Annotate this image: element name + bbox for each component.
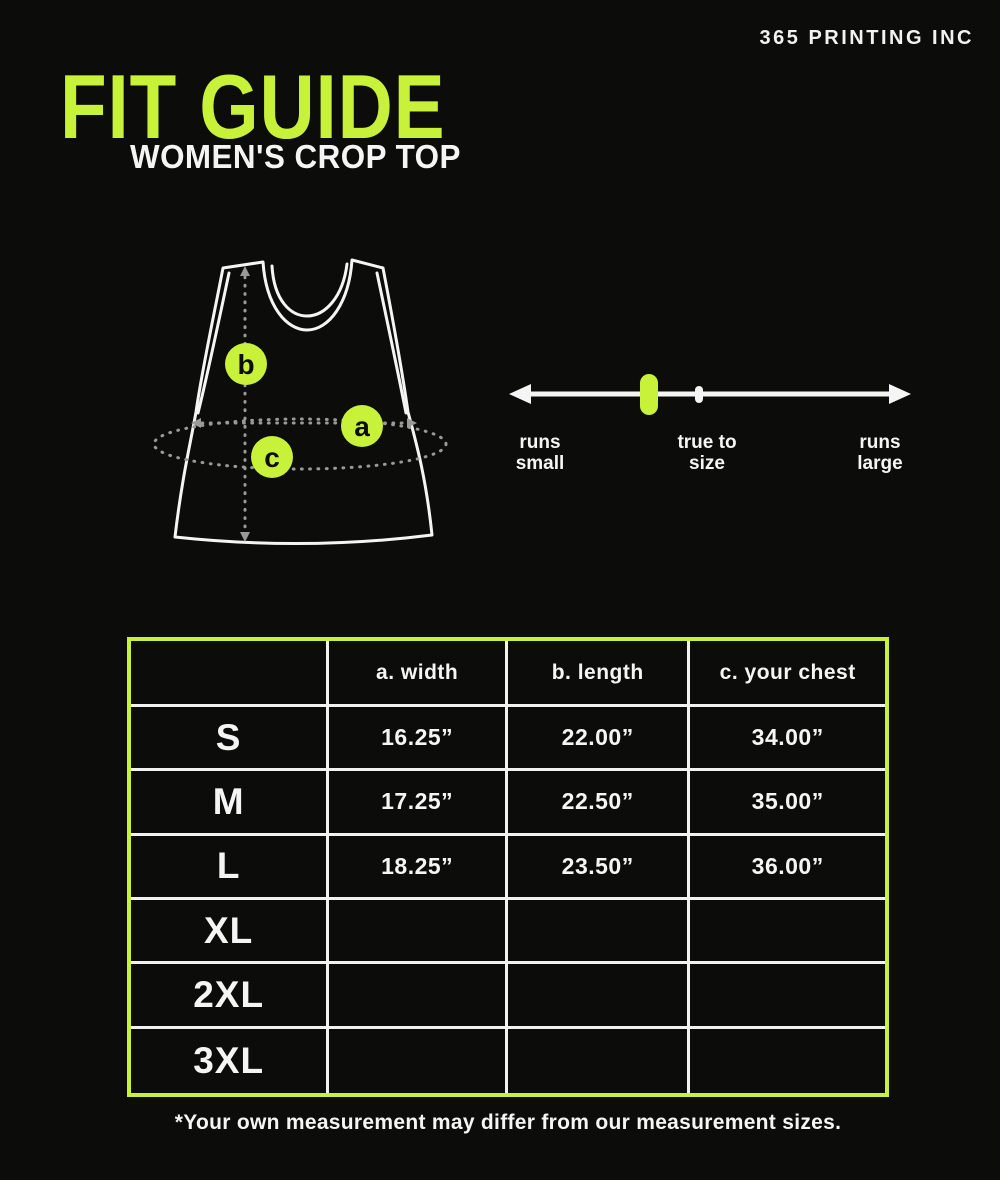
marker-a-label: a — [354, 411, 370, 442]
scale-label-runs-large: runs large — [835, 432, 925, 474]
fit-indicator-pill — [640, 374, 658, 415]
label-line: small — [515, 453, 565, 474]
header-chest: c. your chest — [690, 641, 885, 707]
length-3xl — [508, 1028, 691, 1093]
chest-m: 35.00” — [690, 771, 885, 836]
header-width: a. width — [329, 641, 508, 707]
width-l: 18.25” — [329, 835, 508, 900]
width-m: 17.25” — [329, 771, 508, 836]
length-2xl — [507, 964, 691, 1029]
marker-b-circle — [225, 343, 267, 385]
header-blank — [131, 641, 330, 707]
measurement-disclaimer: *Your own measurement may differ from ou… — [174, 1111, 842, 1134]
marker-c-label: c — [264, 442, 280, 473]
measure-arrowheads — [191, 266, 417, 542]
arrow-up-icon — [240, 266, 250, 276]
width-3xl — [329, 1028, 508, 1093]
length-l: 23.50” — [507, 835, 691, 900]
length-m: 22.50” — [507, 771, 691, 836]
size-label-s: S — [131, 707, 330, 772]
size-label-3xl: 3XL — [131, 1028, 330, 1093]
chest-s: 34.00” — [690, 707, 885, 772]
label-line: size — [689, 453, 725, 474]
scale-label-true-to-size: true to size — [662, 432, 752, 474]
size-label-l: L — [131, 835, 330, 900]
arrow-left-icon — [191, 418, 201, 428]
measurement-guides — [152, 275, 448, 533]
page-subtitle: WOMEN'S CROP TOP — [130, 138, 461, 175]
label-line: runs — [519, 432, 561, 453]
shirt-outline-icon — [173, 258, 434, 546]
width-s: 16.25” — [329, 707, 508, 772]
chest-xl — [690, 900, 885, 965]
width-2xl — [329, 964, 508, 1029]
arrow-down-icon — [240, 532, 250, 542]
scale-arrow-left-icon — [509, 384, 531, 404]
length-xl — [507, 900, 691, 965]
label-line: large — [857, 453, 903, 474]
size-label-m: M — [131, 771, 330, 836]
fit-scale — [509, 374, 911, 415]
chest-l: 36.00” — [690, 836, 885, 900]
marker-c-circle — [251, 436, 293, 478]
arrow-right-icon — [407, 418, 417, 428]
page-title: FIT GUIDE — [60, 57, 446, 158]
chest-2xl — [690, 964, 885, 1029]
width-xl — [329, 900, 508, 965]
size-label-2xl: 2XL — [131, 964, 330, 1029]
brand-name: 365 PRINTING INC — [759, 27, 974, 49]
marker-a-circle — [341, 405, 383, 447]
scale-label-runs-small: runs small — [495, 432, 585, 474]
marker-b-label: b — [237, 349, 254, 380]
chest-measure-ellipse — [152, 417, 448, 471]
crop-top-diagram: b a c — [152, 258, 448, 546]
size-label-xl: XL — [131, 900, 330, 965]
scale-arrow-right-icon — [889, 384, 911, 404]
chest-3xl — [690, 1029, 885, 1093]
header-length: b. length — [507, 641, 691, 707]
size-chart-table: a. width b. length c. your chest S 16.25… — [127, 637, 889, 1097]
length-s: 22.00” — [507, 707, 691, 772]
label-line: true to — [677, 432, 737, 453]
label-line: runs — [859, 432, 901, 453]
center-tick-dot — [695, 386, 703, 403]
